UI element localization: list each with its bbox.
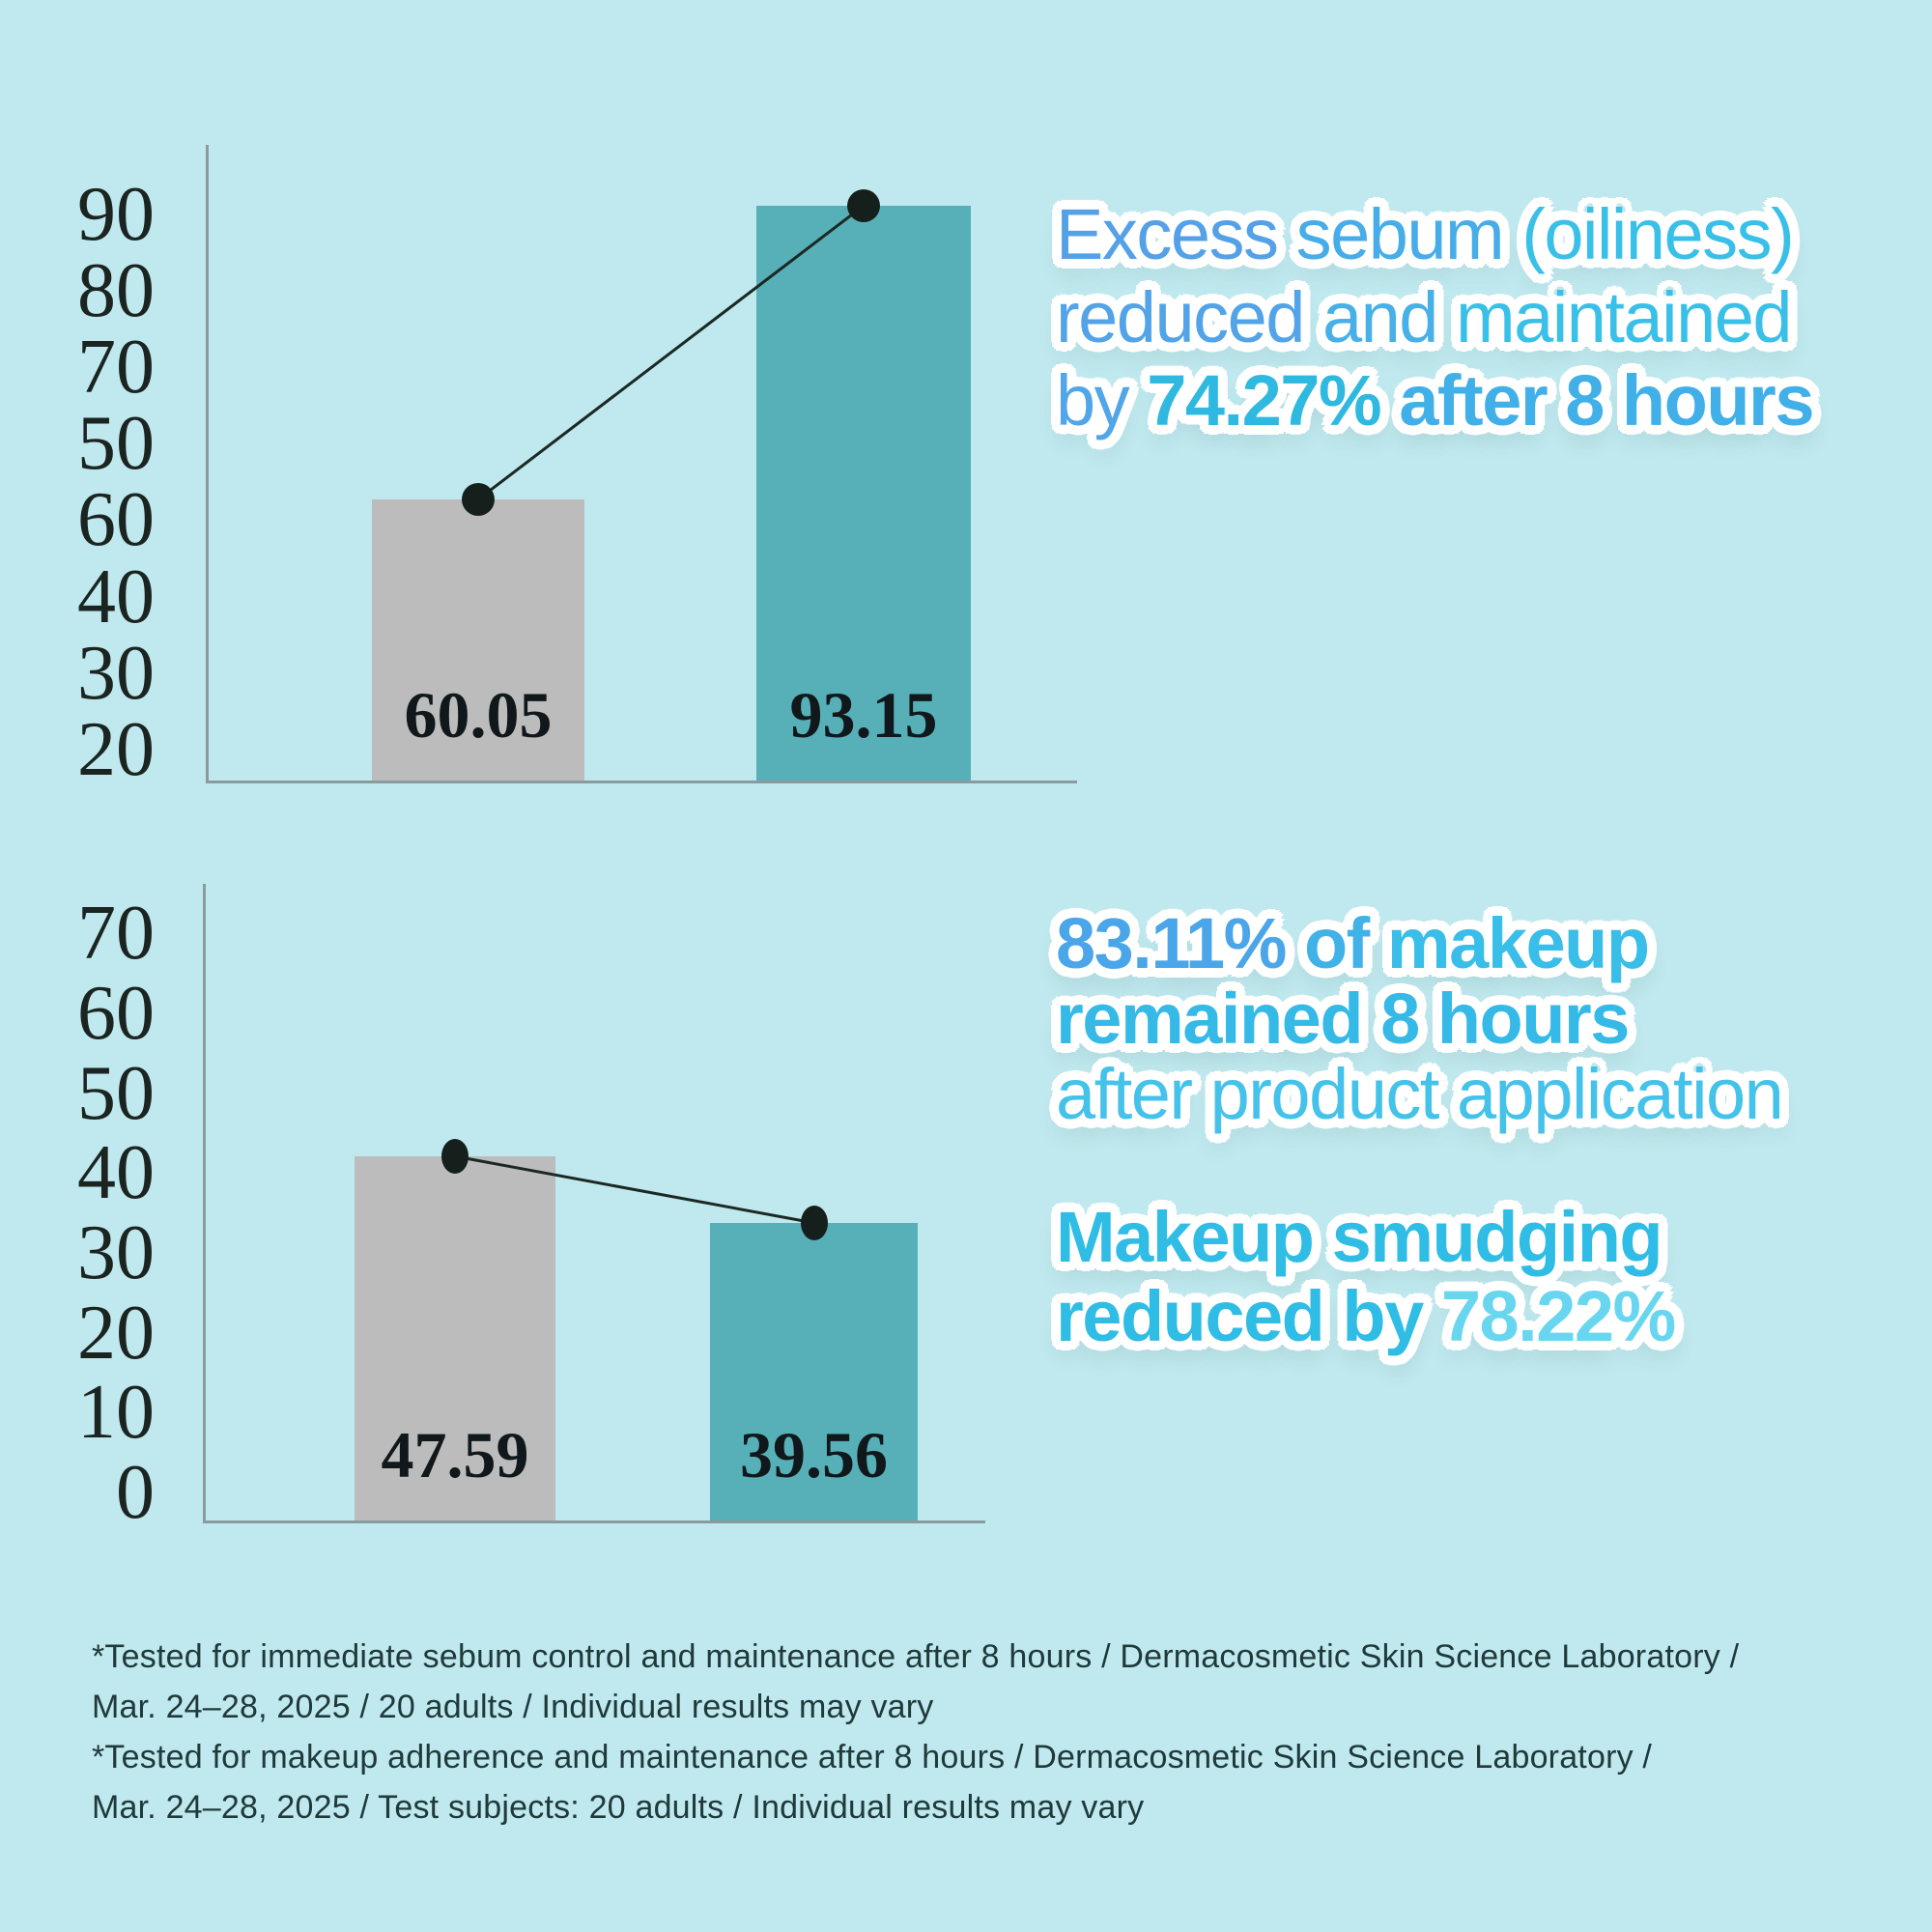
chart1-y-tick-label: 50 — [77, 401, 155, 486]
chart1-y-tick-label: 40 — [77, 554, 155, 639]
chart1-bar2: 93.15 — [756, 206, 971, 781]
headline-line: remained 8 hours — [1056, 981, 1782, 1057]
headline-segment: sebum — [1295, 194, 1522, 274]
chart2-bar1: 47.59 — [355, 1156, 555, 1520]
headline-segment: 83.11% — [1056, 903, 1287, 983]
footnote-line: *Tested for immediate sebum control and … — [92, 1638, 1740, 1675]
chart2-y-tick-label: 10 — [77, 1370, 155, 1455]
chart1-y-tick-label: 70 — [77, 325, 155, 410]
headline-line: by 74.27% after 8 hours — [1056, 359, 1814, 442]
chart1-x-axis-line — [206, 781, 1077, 783]
headline-segment: 78.22% — [1440, 1276, 1676, 1356]
chart1-y-tick-label: 20 — [77, 707, 155, 792]
chart1-y-tick-label: 60 — [77, 477, 155, 562]
footnote-line: Mar. 24–28, 2025 / 20 adults / Individua… — [92, 1689, 934, 1725]
chart2-y-tick-label: 50 — [77, 1051, 155, 1136]
chart2-y-tick-label: 30 — [77, 1210, 155, 1295]
chart2-y-tick-label: 60 — [77, 971, 155, 1056]
headline-segment: and — [1321, 277, 1457, 357]
headline-segment: remained 8 hours — [1056, 979, 1630, 1059]
headline-line: reduced and maintained — [1056, 276, 1813, 359]
headline-sebum-reduction: Excess sebum (oiliness) reduced and maint… — [1056, 193, 1814, 442]
chart1-y-tick-label: 80 — [77, 248, 155, 333]
headline-line: 83.11% of makeup — [1056, 906, 1782, 981]
chart2-y-tick-label: 0 — [116, 1450, 155, 1535]
chart1-y-tick-label: 90 — [77, 172, 155, 257]
headline-segment: makeup — [1386, 903, 1650, 983]
footnote-line: *Tested for makeup adherence and mainten… — [92, 1739, 1653, 1776]
chart2-bar2: 39.56 — [710, 1223, 918, 1520]
headline-segment: 74.27% — [1147, 360, 1381, 440]
bar-value-label: 39.56 — [740, 1418, 888, 1492]
chart1-bar1: 60.05 — [372, 499, 584, 781]
chart2-y-tick-label: 40 — [77, 1130, 155, 1215]
footnote-line: Mar. 24–28, 2025 / Test subjects: 20 adu… — [92, 1789, 1145, 1826]
headline-segment: of — [1285, 903, 1387, 983]
headline-segment: Excess — [1056, 194, 1296, 274]
chart2-y-axis-line — [203, 884, 206, 1520]
chart1-y-tick-label: 30 — [77, 631, 155, 716]
bar-value-label: 60.05 — [404, 678, 553, 752]
headline-segment: maintained — [1456, 277, 1793, 357]
bar-value-label: 47.59 — [381, 1418, 529, 1492]
headline-line: after product application — [1056, 1054, 1784, 1134]
chart2-x-axis-line — [203, 1520, 985, 1523]
chart1-y-axis-line — [206, 145, 209, 781]
footnotes: *Tested for immediate sebum control and … — [92, 1632, 1739, 1833]
headline-makeup-remained: 83.11% of makeup remained 8 hours after pr… — [1056, 906, 1784, 1134]
headline-line: Excess sebum (oiliness) — [1056, 193, 1813, 276]
headline-segment: reduced — [1056, 277, 1322, 357]
bar-value-label: 93.15 — [789, 678, 938, 752]
headline-segment: after 8 hours — [1380, 360, 1814, 440]
headline-segment: by — [1056, 360, 1148, 440]
headline-segment: Makeup smudging — [1056, 1197, 1663, 1277]
chart2-y-tick-label: 70 — [77, 891, 155, 976]
chart2-y-tick-label: 20 — [77, 1291, 155, 1376]
headline-segment: after product application — [1056, 1054, 1784, 1134]
headline-line: reduced by 78.22% — [1056, 1276, 1676, 1356]
headline-smudging-reduced: Makeup smudging reduced by 78.22% — [1056, 1198, 1676, 1356]
headline-segment: (oiliness) — [1521, 194, 1795, 274]
headline-segment: reduced by — [1056, 1276, 1441, 1356]
headline-line: Makeup smudging — [1056, 1198, 1675, 1277]
